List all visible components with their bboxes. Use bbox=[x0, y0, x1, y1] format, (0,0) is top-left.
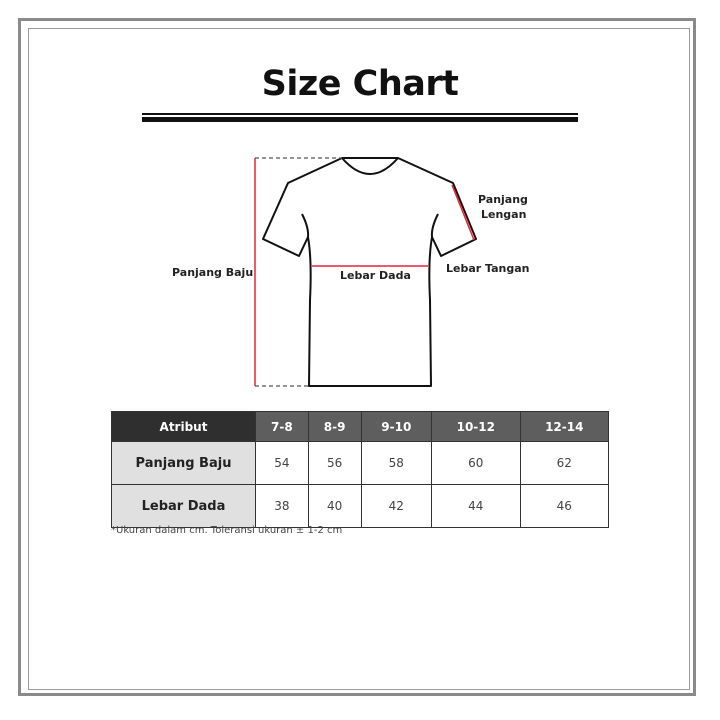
table-cell: 46 bbox=[519, 484, 610, 528]
row-label: Lebar Dada bbox=[111, 484, 256, 528]
table-cell: 38 bbox=[255, 484, 309, 528]
table-cell: 58 bbox=[360, 441, 433, 485]
shirt-collar bbox=[341, 157, 399, 175]
header-cell: Atribut bbox=[111, 411, 256, 442]
outer-frame bbox=[18, 18, 696, 696]
table-cell: 62 bbox=[519, 441, 610, 485]
header-cell: 10-12 bbox=[431, 411, 521, 442]
table-cell: 54 bbox=[255, 441, 309, 485]
table-row: Lebar Dada 38 40 42 44 46 bbox=[111, 484, 610, 528]
table-cell: 60 bbox=[431, 441, 521, 485]
label-lebar-dada: Lebar Dada bbox=[340, 269, 411, 282]
label-panjang-lengan-2: Lengan bbox=[481, 208, 527, 221]
left-armpit bbox=[301, 213, 310, 238]
row-label: Panjang Baju bbox=[111, 441, 256, 485]
shirt-outline bbox=[262, 157, 477, 387]
table-cell: 40 bbox=[307, 484, 362, 528]
inner-frame bbox=[28, 28, 690, 690]
size-note: *Ukuran dalam cm. Toleransi ukuran ± 1-2… bbox=[111, 525, 343, 536]
header-cell: 8-9 bbox=[307, 411, 362, 442]
table-cell: 42 bbox=[360, 484, 433, 528]
table-cell: 44 bbox=[431, 484, 521, 528]
title-rule-thin bbox=[142, 113, 578, 115]
header-cell: 7-8 bbox=[255, 411, 309, 442]
panjang-lengan-line bbox=[451, 184, 475, 241]
table-row: Panjang Baju 54 56 58 60 62 bbox=[111, 441, 610, 485]
header-cell: 12-14 bbox=[519, 411, 610, 442]
page-title: Size Chart bbox=[261, 64, 459, 104]
right-armpit bbox=[430, 213, 439, 238]
header-cell: 9-10 bbox=[360, 411, 433, 442]
table-header-row: Atribut 7-8 8-9 9-10 10-12 12-14 bbox=[111, 411, 610, 442]
label-lebar-tangan: Lebar Tangan bbox=[446, 262, 530, 275]
table-cell: 56 bbox=[307, 441, 362, 485]
size-table: Atribut 7-8 8-9 9-10 10-12 12-14 Panjang… bbox=[111, 411, 610, 528]
title-rule-thick bbox=[142, 117, 578, 122]
label-panjang-baju: Panjang Baju bbox=[172, 266, 254, 279]
label-panjang-lengan-1: Panjang bbox=[478, 193, 528, 206]
